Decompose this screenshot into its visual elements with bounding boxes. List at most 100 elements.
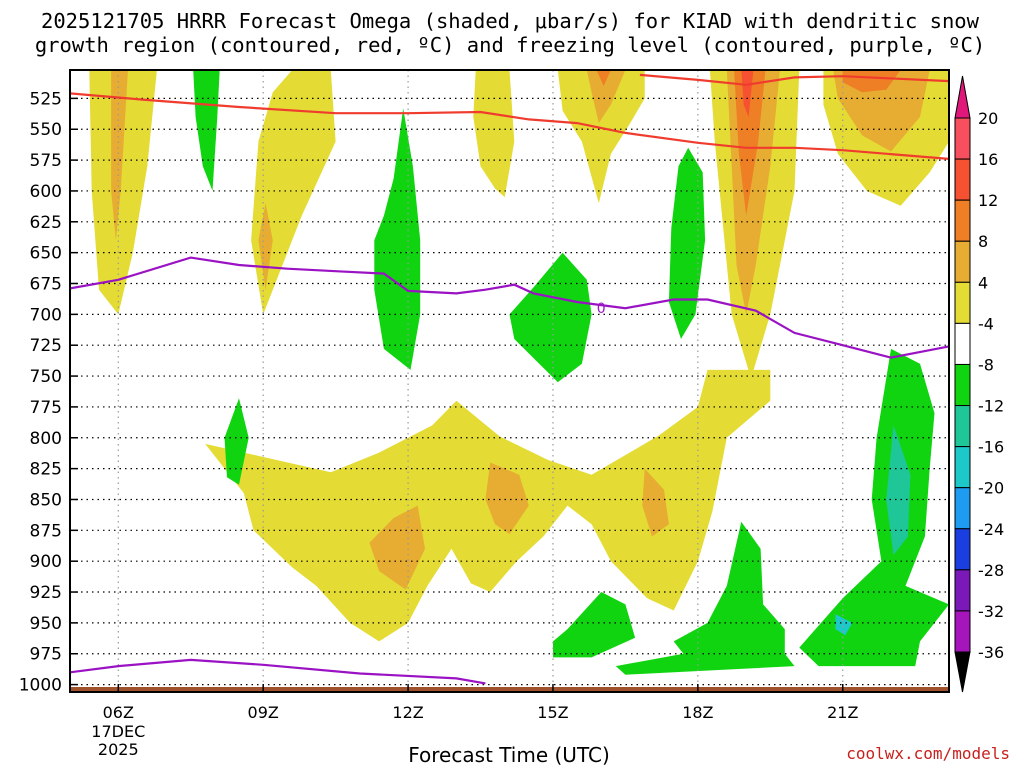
y-tick-label: 575 — [30, 151, 62, 171]
colorbar-label: -36 — [978, 643, 1004, 662]
y-tick-label: 625 — [30, 213, 62, 233]
omega-region-orange_light — [258, 203, 273, 290]
omega-region-orange — [596, 70, 611, 86]
y-tick-label: 700 — [30, 305, 62, 325]
omega-region-orange — [734, 70, 766, 216]
colorbar-label: -8 — [978, 355, 994, 374]
colorbar-segment — [954, 610, 971, 653]
x-tick-label: 15Z — [537, 703, 568, 722]
omega-region-orange_light — [642, 468, 669, 537]
colorbar-segment — [954, 117, 971, 160]
y-tick-label: 775 — [30, 398, 62, 418]
omega-region-orange — [842, 70, 901, 93]
x-tick-date-label: 2025 — [98, 740, 139, 759]
chart-title-line-1: 2025121705 HRRR Forecast Omega (shaded, … — [41, 9, 980, 33]
omega-region-green — [193, 70, 220, 191]
dgz-contour-line — [639, 73, 949, 86]
chart-title-line-2: growth region (contoured, red, ºC) and f… — [35, 33, 985, 57]
omega-region-orange_light — [111, 70, 128, 241]
omega-region-yellow — [251, 70, 336, 315]
omega-region-yellow — [557, 70, 645, 204]
omega-region-orange_light — [369, 505, 425, 590]
omega-region-orange_light — [833, 70, 930, 152]
omega-region-green — [799, 348, 949, 667]
omega-region-orange_light — [485, 462, 529, 534]
omega-region-red_orange — [741, 70, 754, 117]
x-tick-label: 18Z — [682, 703, 713, 722]
omega-region-green — [553, 592, 636, 658]
colorbar-label: -12 — [978, 397, 1004, 416]
y-tick-label: 875 — [30, 521, 62, 541]
colorbar-segment — [954, 446, 971, 489]
x-tick-label: 12Z — [392, 703, 423, 722]
colorbar-label: -28 — [978, 561, 1004, 580]
freezing-level-line — [70, 256, 949, 685]
colorbar-label: -32 — [978, 602, 1004, 621]
dgz-contour-line — [70, 92, 949, 160]
y-tick-label: 550 — [30, 120, 62, 140]
omega-region-cyan — [835, 614, 853, 636]
omega-region-yellow — [89, 70, 157, 315]
y-axis: 525 550 575 600 625 650 675 700 725 750 775 800 825 8… — [19, 89, 78, 696]
omega-region-green — [668, 147, 706, 339]
y-tick-label: 1000 — [19, 676, 62, 696]
ground-strip — [70, 687, 949, 693]
omega-region-green — [509, 252, 592, 383]
colorbar-segment — [954, 363, 971, 407]
y-tick-label: 525 — [30, 89, 62, 109]
colorbar-label: -16 — [978, 438, 1004, 457]
grid-lines — [70, 70, 949, 692]
x-tick-label: 06Z — [103, 703, 134, 722]
contour-lines: 0 — [70, 73, 949, 685]
x-tick-label: 09Z — [248, 703, 279, 722]
colorbar: 20 16 12 8 4 -4 -8 -12 -16 -20 -24 -28 -32 -36 — [954, 75, 1004, 693]
colorbar-label: 12 — [978, 191, 998, 210]
y-tick-label: 725 — [30, 336, 62, 356]
colorbar-label: 8 — [978, 232, 988, 251]
colorbar-segment — [954, 158, 971, 201]
colorbar-label: 16 — [978, 150, 998, 169]
y-tick-label: 950 — [30, 614, 62, 634]
colorbar-top-arrow — [954, 75, 971, 119]
credit-text: coolwx.com/models — [846, 744, 1010, 763]
plot-frame — [69, 69, 950, 693]
omega-region-teal — [886, 425, 911, 555]
omega-region-green — [224, 398, 249, 485]
y-tick-label: 975 — [30, 645, 62, 665]
freezing-level-label: 0 — [597, 301, 606, 317]
omega-region-orange_light — [586, 70, 626, 124]
x-tick-label: 21Z — [827, 703, 858, 722]
colorbar-segment — [954, 322, 971, 365]
y-tick-label: 800 — [30, 429, 62, 449]
y-tick-label: 675 — [30, 275, 62, 295]
y-tick-label: 750 — [30, 367, 62, 387]
colorbar-segment — [954, 487, 971, 530]
colorbar-label: -24 — [978, 520, 1004, 539]
y-tick-label: 825 — [30, 460, 62, 480]
omega-region-green — [374, 108, 421, 370]
omega-shaded-regions — [89, 70, 949, 675]
x-tick-date-label: 17DEC — [91, 722, 145, 741]
y-tick-label: 900 — [30, 552, 62, 572]
colorbar-label: 20 — [978, 109, 998, 128]
colorbar-label: -4 — [978, 314, 994, 333]
y-tick-label: 925 — [30, 583, 62, 603]
colorbar-segment — [954, 281, 971, 324]
colorbar-bottom-arrow — [954, 651, 971, 693]
colorbar-segment — [954, 240, 971, 283]
omega-region-yellow — [473, 70, 515, 198]
colorbar-segment — [954, 199, 971, 242]
colorbar-label: -20 — [978, 479, 1004, 498]
y-tick-label: 650 — [30, 244, 62, 264]
colorbar-label: 4 — [978, 273, 988, 292]
omega-region-green — [615, 521, 795, 675]
colorbar-segment — [954, 569, 971, 612]
x-axis-label: Forecast Time (UTC) — [408, 743, 610, 767]
colorbar-segment — [954, 528, 971, 571]
omega-region-yellow — [205, 369, 771, 642]
y-tick-label: 600 — [30, 182, 62, 202]
y-tick-label: 850 — [30, 490, 62, 510]
colorbar-segment — [954, 405, 971, 448]
